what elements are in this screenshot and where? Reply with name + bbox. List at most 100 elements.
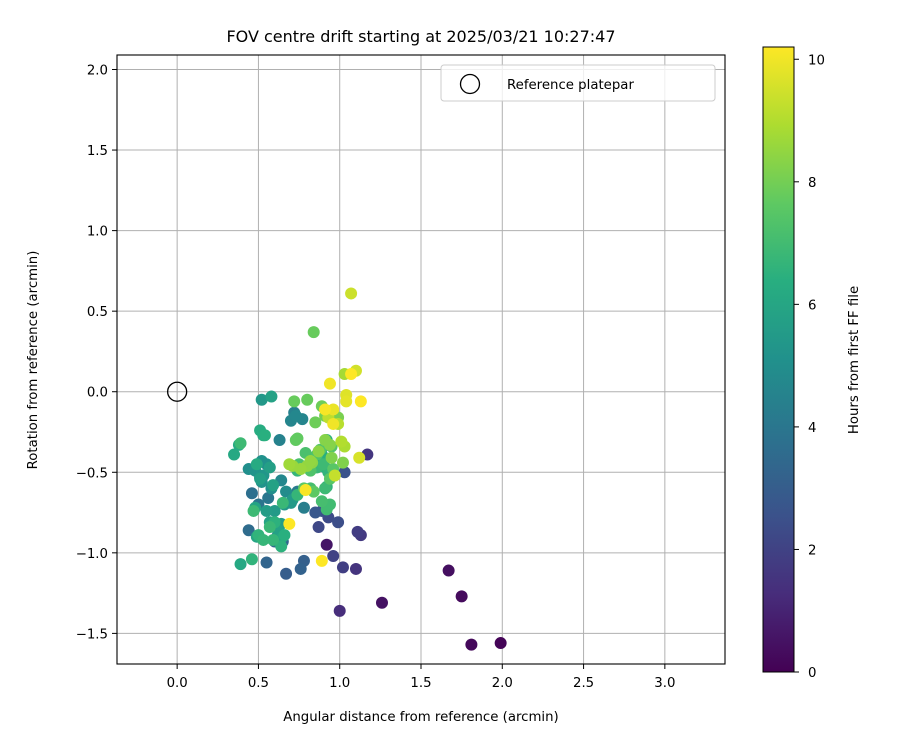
data-point <box>250 458 263 471</box>
data-point <box>323 377 336 390</box>
data-point <box>340 395 353 408</box>
reference-layer <box>166 381 188 402</box>
data-point <box>335 435 348 448</box>
data-point <box>297 501 310 514</box>
data-point <box>267 533 280 546</box>
data-point <box>327 550 340 563</box>
data-point <box>280 567 293 580</box>
data-point <box>349 562 362 575</box>
colorbar-gradient <box>763 47 794 672</box>
legend: Reference platepar <box>440 64 716 102</box>
data-point <box>312 521 325 534</box>
data-point <box>234 558 247 571</box>
data-point <box>228 448 241 461</box>
data-point <box>291 432 304 445</box>
points-layer <box>228 287 507 651</box>
x-tick-label: 0.5 <box>248 676 269 691</box>
data-point <box>494 637 507 650</box>
colorbar-tick-label: 4 <box>808 421 816 436</box>
data-point <box>260 504 273 517</box>
data-point <box>320 538 333 551</box>
x-tick-label: 1.5 <box>410 676 431 691</box>
data-point <box>283 517 296 530</box>
data-point <box>260 556 273 569</box>
data-point <box>442 564 455 577</box>
data-point <box>273 434 286 447</box>
data-point <box>338 466 351 479</box>
data-point <box>319 403 332 416</box>
data-point <box>257 533 270 546</box>
data-point <box>336 456 349 469</box>
data-point <box>254 472 267 485</box>
x-tick-label: 2.5 <box>573 676 594 691</box>
reference-platepar-marker <box>166 381 188 402</box>
y-axis-label: Rotation from reference (arcmin) <box>26 251 41 470</box>
x-tick-label: 1.0 <box>329 676 350 691</box>
data-point <box>265 390 278 403</box>
data-point <box>242 524 255 537</box>
data-point <box>299 484 312 496</box>
data-point <box>328 469 341 482</box>
data-point <box>319 434 332 447</box>
data-point <box>315 495 328 508</box>
y-tick-label: −1.5 <box>76 627 108 642</box>
data-point <box>315 554 328 567</box>
colorbar-tick-label: 0 <box>808 666 816 681</box>
data-point <box>465 638 478 651</box>
data-point <box>327 417 340 430</box>
data-point <box>375 596 388 609</box>
colorbar-ticks: 0 2 4 6 8 10 <box>794 53 825 681</box>
colorbar-tick-label: 8 <box>808 176 816 191</box>
colorbar-frame <box>762 46 795 673</box>
chart-title: FOV centre drift starting at 2025/03/21 … <box>226 27 615 46</box>
colorbar: 0 2 4 6 8 10 Hours from first FF file <box>762 46 862 681</box>
colorbar-label: Hours from first FF file <box>847 286 862 434</box>
data-point <box>289 409 302 422</box>
data-point <box>309 506 322 519</box>
legend-box <box>440 64 716 102</box>
legend-label: Reference platepar <box>507 78 634 93</box>
y-tick-label: 1.5 <box>87 144 108 159</box>
data-point <box>304 455 317 467</box>
data-point <box>301 393 314 406</box>
data-point <box>319 482 332 495</box>
data-point <box>267 479 280 492</box>
data-point <box>276 496 289 509</box>
legend-marker <box>459 73 481 95</box>
data-point <box>312 445 325 458</box>
data-point <box>336 561 349 574</box>
x-axis: 0.0 0.5 1.0 1.5 2.0 2.5 3.0 <box>167 664 675 691</box>
colorbar-tick-label: 6 <box>808 298 816 313</box>
data-point <box>278 529 291 542</box>
data-point <box>333 604 346 617</box>
data-point <box>345 368 358 380</box>
data-point <box>255 393 268 406</box>
data-point <box>353 451 366 464</box>
data-point <box>263 521 276 534</box>
x-tick-label: 2.0 <box>492 676 513 691</box>
data-point <box>345 287 358 300</box>
x-tick-label: 0.0 <box>167 676 188 691</box>
y-tick-label: 2.0 <box>87 64 108 79</box>
data-point <box>234 437 247 450</box>
data-point <box>351 525 364 538</box>
data-point <box>280 485 293 498</box>
data-point <box>307 326 320 339</box>
data-point <box>258 429 271 442</box>
data-point <box>288 395 301 408</box>
data-point <box>247 504 260 517</box>
y-tick-label: 0.5 <box>87 305 108 320</box>
data-point <box>262 492 275 505</box>
data-point <box>294 562 307 575</box>
x-tick-label: 3.0 <box>654 676 675 691</box>
data-point <box>245 487 258 500</box>
data-point <box>455 590 468 603</box>
data-point <box>325 451 338 464</box>
y-tick-label: −1.0 <box>76 547 108 562</box>
data-point <box>283 458 296 471</box>
y-tick-label: 1.0 <box>87 225 108 240</box>
data-point <box>275 540 288 553</box>
data-point <box>354 395 367 408</box>
